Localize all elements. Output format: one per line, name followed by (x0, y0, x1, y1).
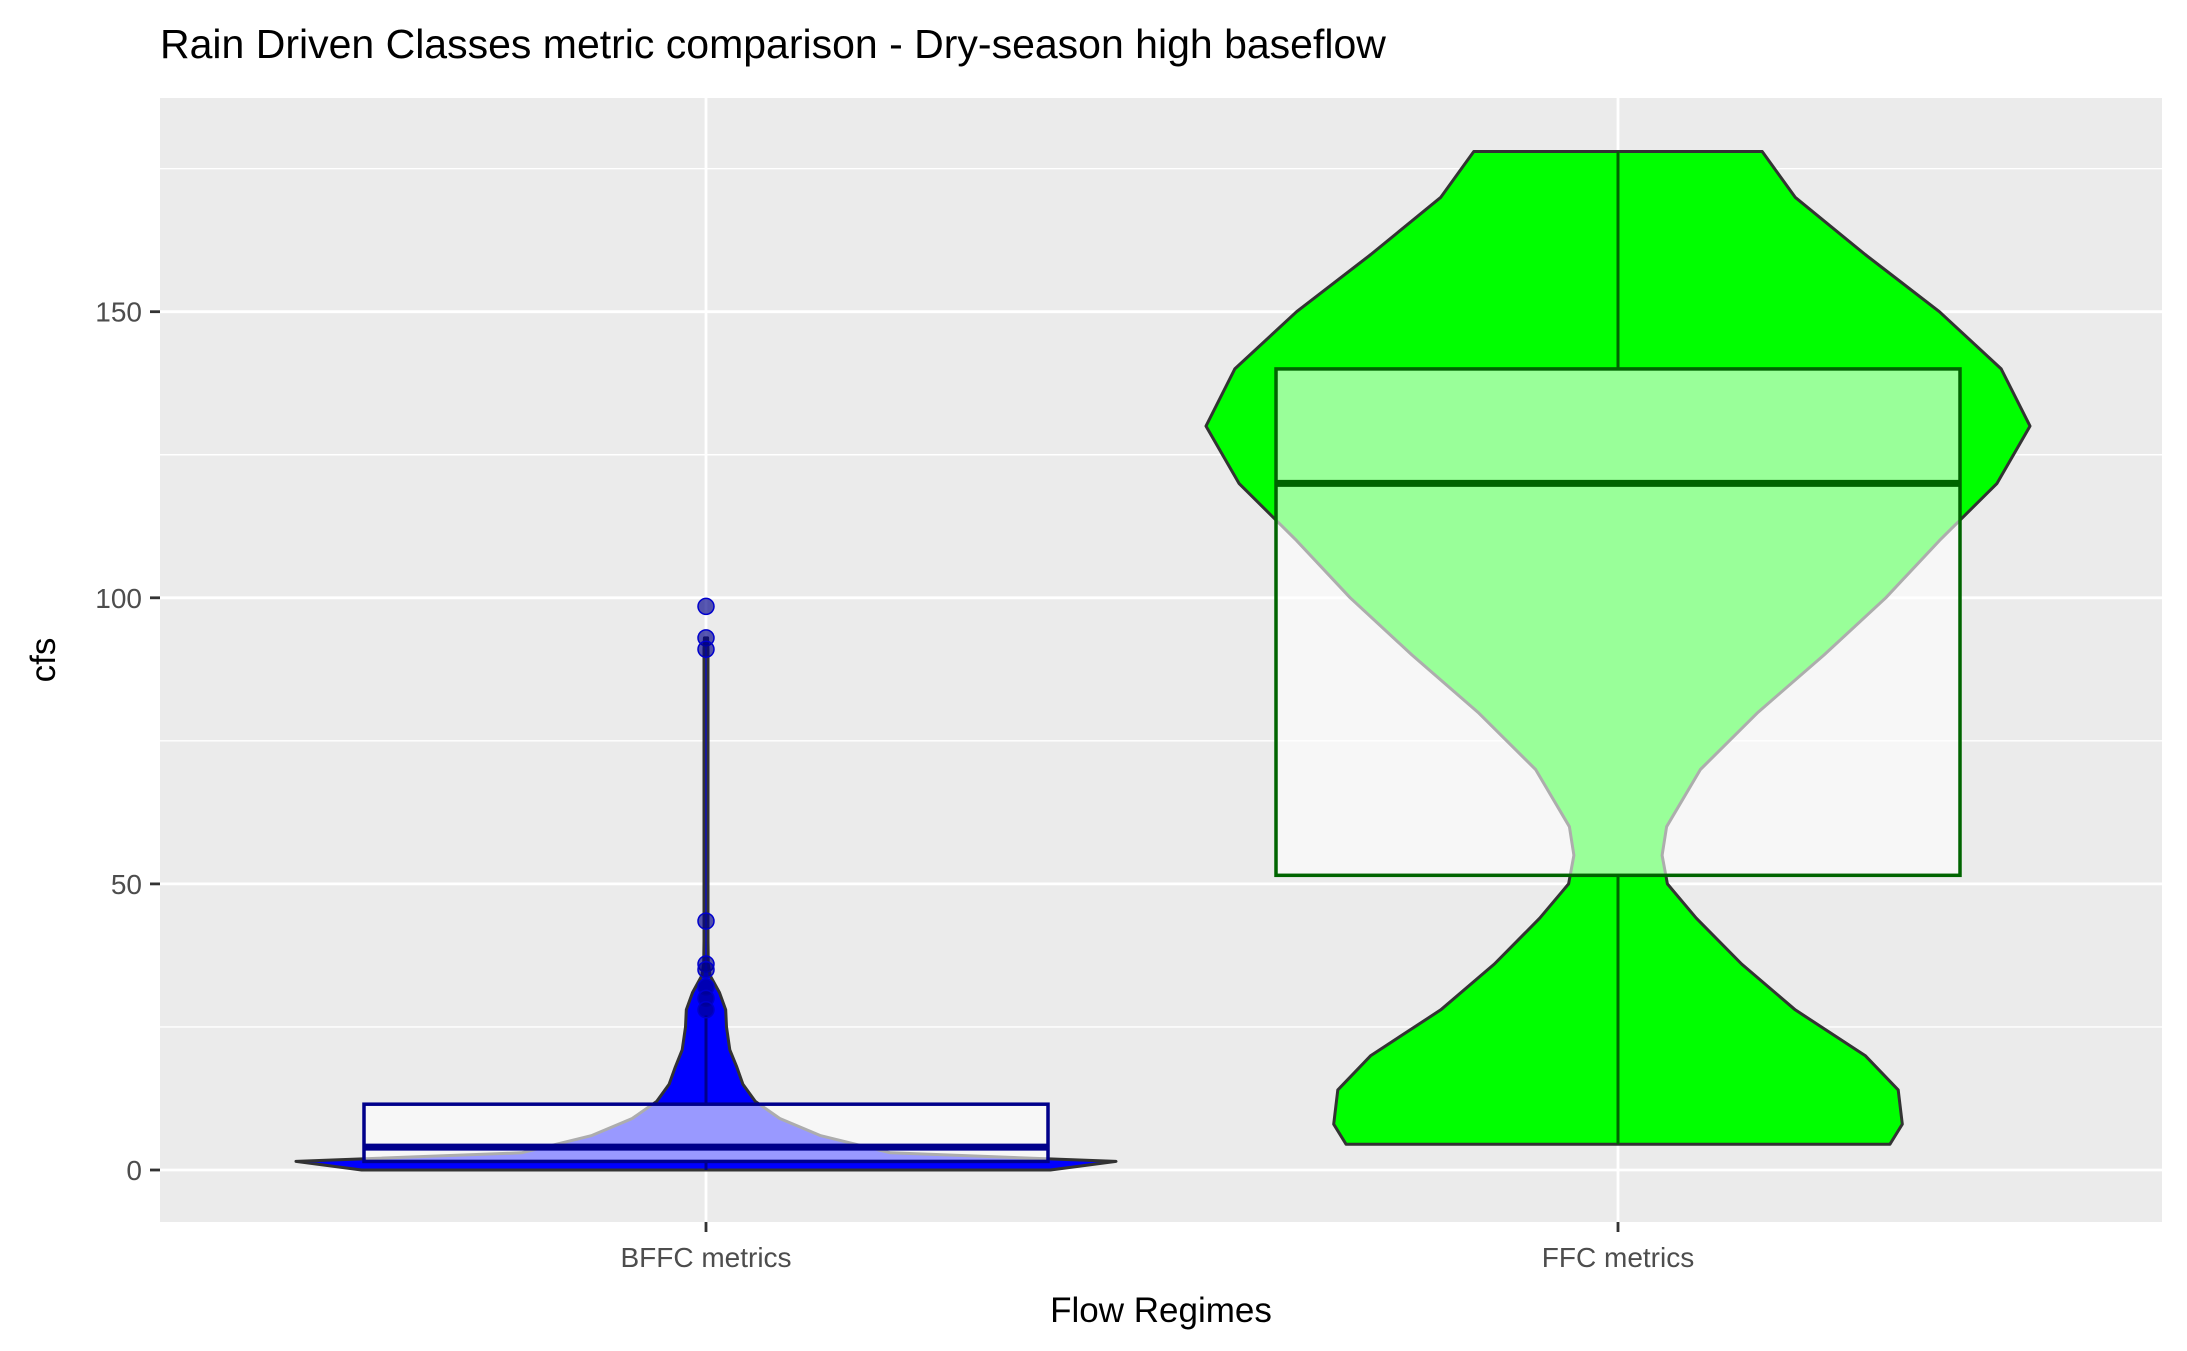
box-ffc (1274, 367, 1962, 878)
x-tick-label: BFFC metrics (620, 1242, 791, 1273)
y-axis-title: cfs (24, 638, 63, 683)
x-axis-title: Flow Regimes (1050, 1291, 1272, 1330)
y-tick-label: 0 (126, 1155, 142, 1186)
axes: 0 50 100 150 BFFC metrics FFC metrics (95, 297, 1694, 1273)
outlier-points (697, 597, 715, 1019)
box-bffc (362, 1102, 1050, 1164)
boxplots (362, 151, 1962, 1170)
outlier-point (697, 912, 715, 930)
y-tick-label: 100 (95, 583, 142, 614)
y-tick-label: 50 (111, 869, 142, 900)
y-tick-label: 150 (95, 297, 142, 328)
outlier-point (697, 1001, 715, 1019)
x-tick-label: FFC metrics (1542, 1242, 1694, 1273)
outlier-point (697, 640, 715, 659)
chart-title: Rain Driven Classes metric comparison - … (160, 21, 1386, 67)
outlier-point (697, 960, 715, 979)
outlier-point (697, 597, 715, 616)
